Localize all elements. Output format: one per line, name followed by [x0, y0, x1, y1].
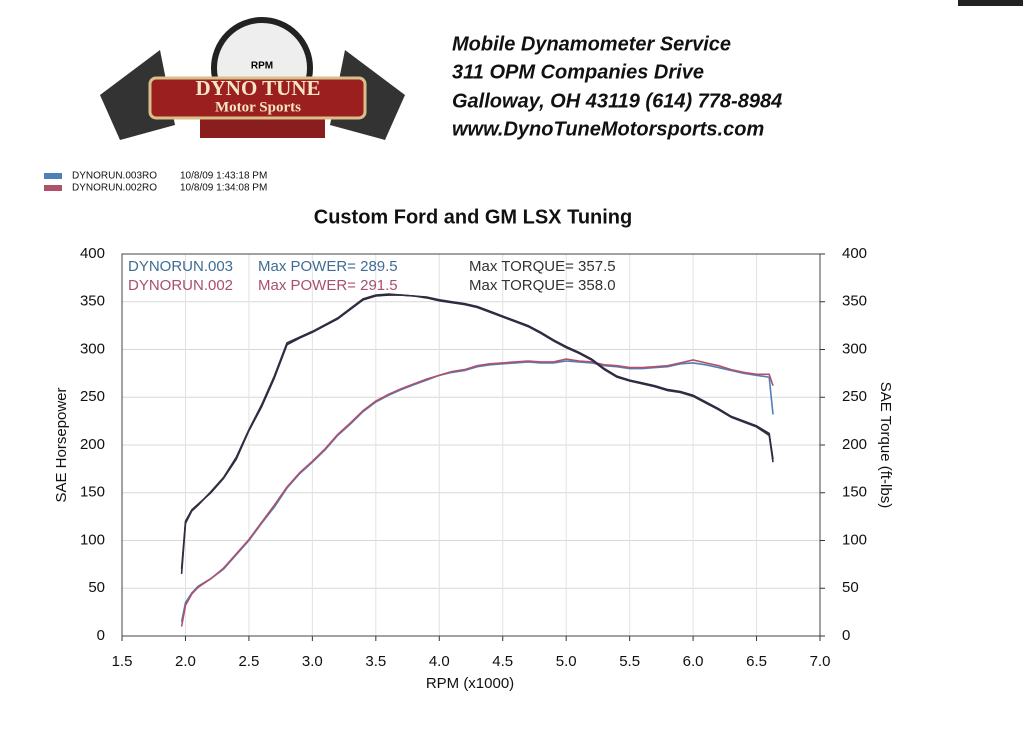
x-tick-label: 3.5 [365, 653, 386, 670]
x-tick-label: 6.5 [746, 653, 767, 670]
y2-tick-label: 50 [842, 579, 859, 596]
annotation-power: Max POWER= 289.5 [258, 258, 398, 275]
header-line: 311 OPM Companies Drive [452, 61, 704, 83]
y-tick-label: 300 [80, 340, 105, 357]
x-tick-label: 2.0 [175, 653, 196, 670]
y2-tick-label: 0 [842, 627, 850, 644]
logo: RPM DYNO TUNE Motor Sports [100, 17, 405, 140]
chart-title: Custom Ford and GM LSX Tuning [314, 206, 633, 228]
gauge-label: RPM [251, 61, 273, 72]
y-tick-label: 350 [80, 293, 105, 310]
x-axis-title: RPM (x1000) [426, 675, 514, 692]
y2-tick-label: 350 [842, 293, 867, 310]
x-tick-label: 1.5 [112, 653, 133, 670]
x-tick-label: 6.0 [683, 653, 704, 670]
y2-tick-label: 300 [842, 340, 867, 357]
y-tick-label: 50 [88, 579, 105, 596]
legend-swatch [44, 185, 62, 191]
legend-name: DYNORUN.003RO [72, 171, 157, 182]
annotation-power: Max POWER= 291.5 [258, 277, 398, 294]
legend-timestamp: 10/8/09 1:34:08 PM [180, 183, 267, 194]
y-tick-label: 400 [80, 245, 105, 262]
y2-tick-label: 250 [842, 388, 867, 405]
x-tick-label: 7.0 [810, 653, 831, 670]
header-line: www.DynoTuneMotorsports.com [452, 118, 764, 140]
x-tick-label: 2.5 [238, 653, 259, 670]
logo-banner [148, 76, 367, 120]
legend-name: DYNORUN.002RO [72, 183, 157, 194]
header-line: Galloway, OH 43119 (614) 778-8984 [452, 90, 782, 112]
legend-swatch [44, 173, 62, 179]
legend-timestamp: 10/8/09 1:43:18 PM [180, 171, 267, 182]
scan-edge [958, 0, 1023, 6]
y2-tick-label: 100 [842, 531, 867, 548]
annotation-torque: Max TORQUE= 357.5 [469, 258, 616, 275]
y2-tick-label: 400 [842, 245, 867, 262]
y-tick-label: 150 [80, 484, 105, 501]
header-line: Mobile Dynamometer Service [452, 33, 731, 55]
plot-frame [121, 253, 821, 637]
y-tick-label: 200 [80, 436, 105, 453]
logo-title: DYNO TUNE [195, 76, 320, 100]
series-line [180, 358, 774, 627]
x-tick-label: 4.5 [492, 653, 513, 670]
series-line [180, 293, 774, 574]
annotation-torque: Max TORQUE= 358.0 [469, 277, 616, 294]
y-axis-title: SAE Horsepower [53, 387, 70, 502]
y-tick-label: 0 [97, 627, 105, 644]
y2-tick-label: 200 [842, 436, 867, 453]
y2-axis-title: SAE Torque (ft-lbs) [877, 382, 894, 508]
y-tick-label: 250 [80, 388, 105, 405]
x-tick-label: 5.0 [556, 653, 577, 670]
y-tick-label: 100 [80, 531, 105, 548]
annotation-run: DYNORUN.003 [128, 258, 233, 275]
annotation-run: DYNORUN.002 [128, 277, 233, 294]
y2-tick-label: 150 [842, 484, 867, 501]
logo-subtitle: Motor Sports [215, 99, 301, 115]
x-tick-label: 4.0 [429, 653, 450, 670]
x-tick-label: 5.5 [619, 653, 640, 670]
x-tick-label: 3.0 [302, 653, 323, 670]
